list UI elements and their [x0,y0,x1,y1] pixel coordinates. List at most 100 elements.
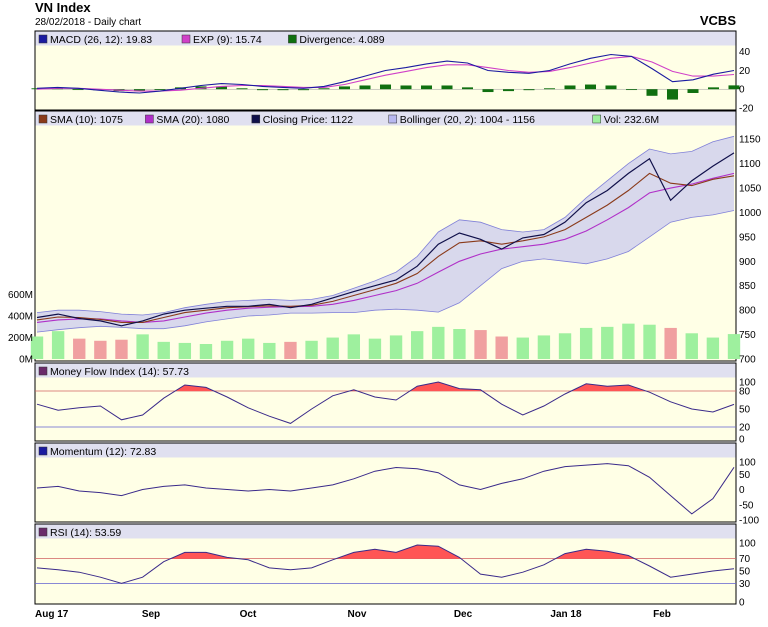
rsi-ytick: 0 [739,598,745,609]
macd-divergence-bar [584,84,597,90]
volume-bar [474,330,487,359]
date-tick-sep: Sep [142,609,160,620]
volume-bar [495,336,508,359]
momentum-legend-label: Momentum (12): 72.83 [50,446,156,458]
volume-bar [51,331,65,359]
price-legend-label: Bollinger (20, 2): 1004 - 1156 [400,114,535,126]
price-legend-swatch [592,114,601,124]
volume-bar [305,340,318,359]
chart-title: VN Index [35,0,91,15]
panel-price: SMA (10): 1075 SMA (20): 1080 Closing Pric… [8,110,762,366]
price-ytick: 750 [739,330,756,341]
momentum-ytick: 100 [739,458,756,469]
volume-bar [242,338,255,359]
chart-source: VCBS [700,13,736,28]
volume-bar [115,339,128,359]
macd-divergence-bar [605,85,617,90]
bollinger-lower [36,210,735,333]
momentum-ytick: -100 [739,516,759,527]
macd-divergence-bar [420,85,433,90]
volume-bar [727,334,741,359]
macd-line [36,53,735,94]
macd-divergence-bar [543,88,556,90]
price-ytick: 800 [739,306,756,317]
macd-divergence-bar [687,89,699,93]
volume-bar [30,336,44,359]
macd-divergence-bar [441,85,453,90]
momentum-line [36,463,735,515]
volume-bar [94,340,107,359]
rsi-ytick: 30 [739,579,751,590]
macd-divergence-bar [564,85,576,90]
macd-divergence-bar [379,84,392,90]
price-legend-label: SMA (20): 1080 [156,114,229,126]
price-legend-swatch [145,114,154,124]
volume-bar [263,342,276,359]
macd-divergence-bar [707,87,720,90]
volume-bar [601,326,614,359]
volume-bar [410,331,424,359]
macd-divergence-bar [256,89,269,91]
date-tick-aug17: Aug 17 [35,609,69,620]
volume-tick: 200M [8,333,33,344]
macd-legend-swatch [288,34,297,44]
rsi-line [36,544,735,584]
volume-bar [516,337,529,359]
price-ytick: 950 [739,232,756,243]
price-ytick: 1050 [739,184,762,195]
volume-bar [347,334,361,359]
price-ytick: 1150 [739,135,761,146]
volume-bar [622,323,635,359]
mfi-ytick: 50 [739,405,751,416]
date-tick-jan18: Jan 18 [550,609,582,620]
mfi-legend-swatch [38,366,48,376]
price-legend-bar [35,111,736,126]
macd-divergence-bar [236,88,248,90]
macd-legend-bar [35,31,736,46]
date-axis: Aug 17 Sep Oct Nov Dec Jan 18 Feb [35,609,671,620]
macd-divergence-bar [461,87,474,90]
macd-ytick: 40 [739,47,751,58]
close-price-line [36,152,735,327]
mfi-ytick: 20 [739,423,751,434]
volume-bar [136,334,149,359]
sma10-line [36,172,735,323]
macd-legend-label: Divergence: 4.089 [299,34,384,46]
macd-divergence-bar [215,86,228,90]
date-tick-dec: Dec [454,609,473,620]
price-ytick: 700 [739,355,756,366]
volume-bar [178,342,192,359]
date-tick-oct: Oct [240,609,257,620]
bollinger-upper [36,135,735,316]
price-legend-label: Vol: 232.6M [604,114,659,126]
macd-exp-line [36,55,735,92]
volume-bar [643,324,656,359]
momentum-ytick: -50 [739,500,754,511]
macd-divergence-bar [359,85,371,90]
macd-divergence-bar [646,89,658,96]
macd-divergence-bar [625,89,638,91]
macd-divergence-bar [338,86,351,90]
volume-bar [432,326,445,359]
rsi-legend-bar [35,524,736,539]
macd-divergence-bar [502,89,515,92]
rsi-ytick: 100 [739,539,756,550]
macd-divergence-bar [482,89,494,93]
macd-divergence-bar [666,89,679,100]
price-ytick: 850 [739,281,756,292]
volume-bar [706,337,720,359]
volume-tick: 400M [8,312,33,323]
macd-legend-label: MACD (26, 12): 19.83 [50,34,152,46]
price-ytick: 900 [739,257,756,268]
volume-bar [579,327,593,359]
volume-bar [664,327,677,359]
macd-legend-swatch [38,34,48,44]
macd-ytick: -20 [739,104,754,115]
volume-bar [537,335,551,359]
price-legend-label: SMA (10): 1075 [50,114,123,126]
date-tick-feb: Feb [653,609,671,620]
